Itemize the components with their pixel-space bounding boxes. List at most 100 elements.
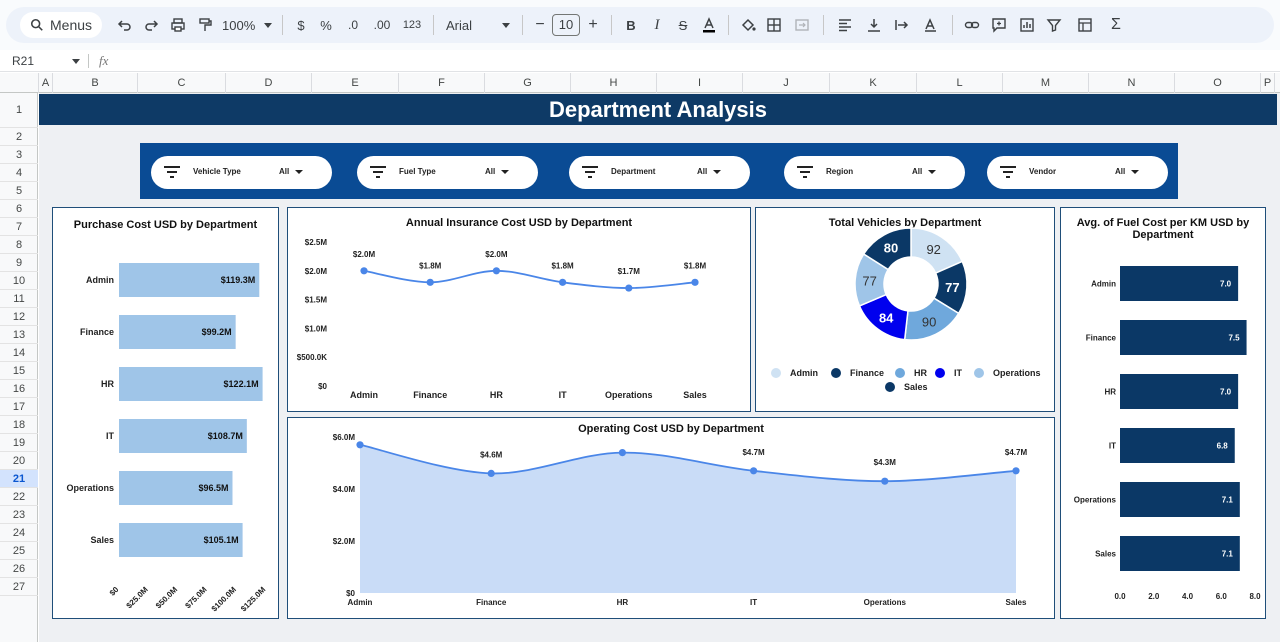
font-size-decrease-button[interactable]: − (529, 11, 551, 39)
decrease-decimal-button[interactable]: .0 (339, 11, 367, 39)
functions-button[interactable]: Σ (1103, 11, 1129, 39)
column-header-o[interactable]: O (1175, 73, 1261, 93)
text-wrap-button[interactable] (888, 11, 916, 39)
font-size-input[interactable]: 10 (551, 11, 581, 39)
data-point[interactable] (625, 284, 633, 292)
column-header-d[interactable]: D (226, 73, 312, 93)
column-header-j[interactable]: J (743, 73, 830, 93)
row-header-19[interactable]: 19 (0, 434, 38, 452)
data-point[interactable] (1012, 467, 1020, 475)
redo-button[interactable] (138, 11, 164, 39)
data-point[interactable] (750, 467, 758, 475)
data-point[interactable] (618, 449, 626, 457)
purchase-cost-panel[interactable]: Purchase Cost USD by Department Admin $11… (52, 207, 279, 619)
bar[interactable] (1120, 536, 1240, 571)
print-button[interactable] (164, 11, 192, 39)
column-header-g[interactable]: G (485, 73, 571, 93)
data-point[interactable] (356, 441, 364, 449)
row-header-17[interactable]: 17 (0, 398, 38, 416)
column-header-e[interactable]: E (312, 73, 399, 93)
insert-link-button[interactable] (959, 11, 985, 39)
column-header-m[interactable]: M (1003, 73, 1089, 93)
row-header-25[interactable]: 25 (0, 542, 38, 560)
row-header-18[interactable]: 18 (0, 416, 38, 434)
filter-fuel-type[interactable]: Fuel Type All (357, 156, 538, 189)
row-header-27[interactable]: 27 (0, 578, 38, 596)
text-color-button[interactable] (696, 11, 722, 39)
font-select[interactable]: Arial (440, 11, 516, 39)
column-header-c[interactable]: C (138, 73, 226, 93)
increase-decimal-button[interactable]: .00 (367, 11, 397, 39)
row-header-1[interactable]: 1 (0, 93, 38, 128)
insert-chart-button[interactable] (1013, 11, 1041, 39)
row-header-2[interactable]: 2 (0, 128, 38, 146)
bar[interactable] (119, 263, 260, 297)
filter-vendor[interactable]: Vendor All (987, 156, 1168, 189)
italic-button[interactable]: I (644, 11, 670, 39)
data-point[interactable] (559, 278, 567, 286)
bar[interactable] (1120, 266, 1239, 301)
row-header-22[interactable]: 22 (0, 488, 38, 506)
column-header-b[interactable]: B (53, 73, 138, 93)
row-header-16[interactable]: 16 (0, 380, 38, 398)
filter-vehicle-type[interactable]: Vehicle Type All (151, 156, 332, 189)
row-header-9[interactable]: 9 (0, 254, 38, 272)
bar[interactable] (119, 367, 263, 401)
column-header-p[interactable]: P (1261, 73, 1275, 93)
currency-button[interactable]: $ (289, 11, 313, 39)
row-header-26[interactable]: 26 (0, 560, 38, 578)
fuel-cost-panel[interactable]: Avg. of Fuel Cost per KM USD by Departme… (1060, 207, 1266, 619)
row-header-4[interactable]: 4 (0, 164, 38, 182)
row-header-21[interactable]: 21 (0, 470, 38, 488)
column-header-f[interactable]: F (399, 73, 485, 93)
filter-region[interactable]: Region All (784, 156, 965, 189)
pie-slice[interactable] (862, 227, 912, 271)
bar[interactable] (119, 471, 233, 505)
formula-input[interactable] (116, 52, 1256, 70)
column-header-l[interactable]: L (917, 73, 1003, 93)
data-point[interactable] (487, 469, 495, 477)
row-header-6[interactable]: 6 (0, 200, 38, 218)
bold-button[interactable]: B (618, 11, 644, 39)
row-header-8[interactable]: 8 (0, 236, 38, 254)
filter-button[interactable] (1041, 11, 1067, 39)
menus-search[interactable]: Menus (20, 12, 102, 38)
data-point[interactable] (492, 267, 500, 275)
row-header-15[interactable]: 15 (0, 362, 38, 380)
number-format-button[interactable]: 123 (397, 11, 427, 39)
fill-color-button[interactable] (735, 11, 761, 39)
data-point[interactable] (426, 278, 434, 286)
borders-button[interactable] (761, 11, 787, 39)
bar[interactable] (1120, 374, 1239, 409)
filter-department[interactable]: Department All (569, 156, 750, 189)
row-header-11[interactable]: 11 (0, 290, 38, 308)
row-header-5[interactable]: 5 (0, 182, 38, 200)
bar[interactable] (119, 419, 247, 453)
name-box[interactable]: R21 (0, 54, 88, 68)
insurance-cost-panel[interactable]: Annual Insurance Cost USD by Department … (287, 207, 751, 412)
column-header-k[interactable]: K (830, 73, 917, 93)
bar[interactable] (1120, 428, 1235, 463)
insert-comment-button[interactable] (985, 11, 1013, 39)
paint-format-button[interactable] (192, 11, 218, 39)
column-header-a[interactable]: A (39, 73, 53, 93)
bar[interactable] (119, 315, 236, 349)
bar[interactable] (119, 523, 243, 557)
column-header-i[interactable]: I (657, 73, 743, 93)
data-point[interactable] (691, 278, 699, 286)
row-header-3[interactable]: 3 (0, 146, 38, 164)
vertical-align-button[interactable] (860, 11, 888, 39)
column-header-n[interactable]: N (1089, 73, 1175, 93)
select-all-corner[interactable] (0, 73, 39, 93)
zoom-select[interactable]: 100% (218, 11, 276, 39)
strikethrough-button[interactable]: S (670, 11, 696, 39)
font-size-increase-button[interactable]: + (581, 11, 605, 39)
merge-cells-button[interactable] (787, 11, 817, 39)
row-header-12[interactable]: 12 (0, 308, 38, 326)
row-header-23[interactable]: 23 (0, 506, 38, 524)
operating-cost-panel[interactable]: Operating Cost USD by Department $0 $2.0M… (287, 417, 1055, 619)
data-point[interactable] (360, 267, 368, 275)
total-vehicles-panel[interactable]: Total Vehicles by Department 92 77 90 84 77 8… (755, 207, 1055, 412)
text-rotation-button[interactable] (916, 11, 946, 39)
filter-views-button[interactable] (1067, 11, 1103, 39)
